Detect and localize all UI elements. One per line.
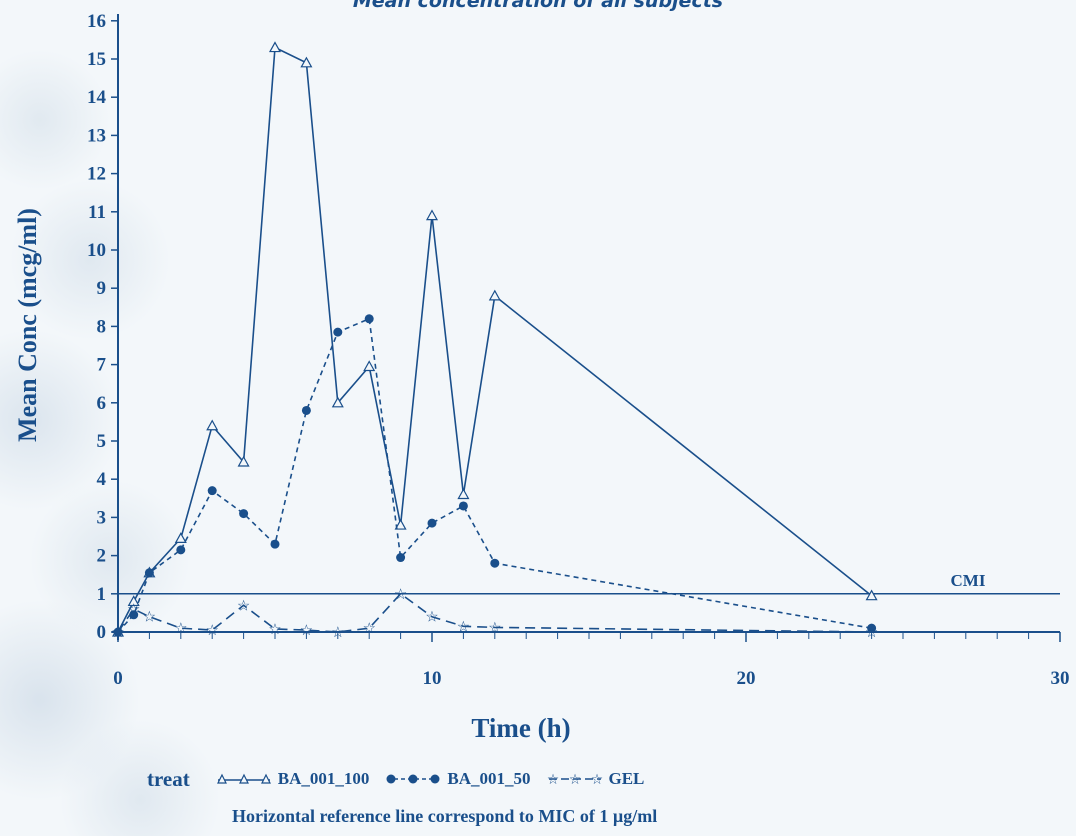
data-point-triangle xyxy=(488,289,501,301)
data-point-circle xyxy=(490,558,500,568)
series-line-gel xyxy=(117,592,872,633)
legend: treat BA_001_100 BA_001_50 ☆ ☆ ☆ GEL xyxy=(147,766,660,792)
data-point-circle xyxy=(176,545,186,555)
svg-text:☆: ☆ xyxy=(568,772,581,786)
data-point-triangle xyxy=(425,209,439,221)
chart-title: Mean concentration of all subjects xyxy=(352,0,724,12)
y-tick-label: 7 xyxy=(97,355,107,376)
y-tick-label: 16 xyxy=(87,11,106,32)
legend-triangle-marker-icon xyxy=(216,773,271,784)
data-point-star: ☆ xyxy=(488,618,501,636)
y-tick-label: 2 xyxy=(97,546,107,567)
svg-text:☆: ☆ xyxy=(590,772,602,786)
data-point-triangle xyxy=(363,360,376,372)
x-tick-label: 30 xyxy=(1051,668,1070,689)
legend-label-gel: GEL xyxy=(608,769,645,788)
y-tick-label: 0 xyxy=(97,622,107,643)
y-tick-label: 8 xyxy=(97,316,107,337)
data-point-triangle xyxy=(206,419,219,431)
series-line-ba-001-50 xyxy=(117,317,872,633)
data-point-circle xyxy=(301,405,311,415)
x-tick-label: 10 xyxy=(423,668,442,689)
data-point-star: ☆ xyxy=(300,621,313,639)
y-tick-label: 14 xyxy=(87,87,107,108)
y-tick-label: 3 xyxy=(97,507,107,528)
data-point-triangle xyxy=(865,589,878,601)
data-point-star: ☆ xyxy=(268,620,281,638)
data-point-circle xyxy=(396,553,406,563)
legend-star-marker-icon: ☆ ☆ ☆ xyxy=(547,772,603,786)
data-point-triangle xyxy=(174,532,187,544)
background-decoration xyxy=(0,0,260,836)
data-point-triangle xyxy=(394,518,407,530)
data-point-triangle xyxy=(127,595,140,607)
data-point-star: ☆ xyxy=(127,600,140,618)
y-axis-label: Mean Conc (mcg/ml) xyxy=(13,208,42,442)
y-tick-label: 13 xyxy=(87,125,106,146)
data-point-star: ☆ xyxy=(331,623,344,641)
data-point-triangle xyxy=(268,41,282,53)
data-point-star: ☆ xyxy=(457,617,470,635)
data-point-star: ☆ xyxy=(143,608,156,626)
data-point-star: ☆ xyxy=(425,608,438,626)
x-tick-label: 20 xyxy=(737,668,756,689)
data-point-star: ☆ xyxy=(394,585,407,603)
y-tick-label: 5 xyxy=(97,431,107,452)
data-point-circle xyxy=(867,623,877,633)
data-point-circle xyxy=(458,501,468,511)
data-point-circle xyxy=(427,518,437,528)
data-point-star: ☆ xyxy=(111,623,124,641)
reference-line-label: CMI xyxy=(951,571,986,590)
data-point-triangle xyxy=(237,455,250,467)
y-tick-label: 10 xyxy=(87,240,106,261)
legend-title: treat xyxy=(147,766,190,791)
y-tick-label: 1 xyxy=(97,584,107,605)
data-point-circle xyxy=(207,486,217,496)
y-tick-label: 9 xyxy=(97,278,107,299)
legend-entry-gel: ☆ ☆ ☆ GEL xyxy=(547,769,645,789)
data-point-circle xyxy=(270,539,280,549)
legend-circle-marker-icon xyxy=(386,774,440,784)
footnote: Horizontal reference line correspond to … xyxy=(232,806,658,826)
legend-entry-ba-001-50: BA_001_50 xyxy=(385,769,531,789)
data-point-triangle xyxy=(300,56,313,68)
y-tick-label: 4 xyxy=(97,469,107,490)
x-axis-label: Time (h) xyxy=(471,713,571,743)
legend-entry-ba-001-100: BA_001_100 xyxy=(216,769,370,789)
data-point-star: ☆ xyxy=(174,619,187,637)
data-point-star: ☆ xyxy=(362,619,375,637)
data-point-circle xyxy=(239,509,249,519)
data-point-star: ☆ xyxy=(205,621,218,639)
y-tick-label: 15 xyxy=(87,49,106,70)
data-point-circle xyxy=(364,314,374,324)
data-point-circle xyxy=(333,327,343,337)
data-point-circle xyxy=(144,568,154,578)
series-line-ba-001-100 xyxy=(117,46,873,633)
y-tick-label: 12 xyxy=(87,164,106,185)
svg-text:☆: ☆ xyxy=(547,772,559,786)
y-tick-label: 6 xyxy=(97,393,107,414)
data-point-triangle xyxy=(457,488,470,500)
data-point-triangle xyxy=(331,396,344,408)
y-tick-label: 11 xyxy=(88,202,106,223)
data-point-star: ☆ xyxy=(237,596,250,614)
data-point-star: ☆ xyxy=(865,623,878,641)
legend-label-ba-001-100: BA_001_100 xyxy=(277,769,370,788)
x-tick-label: 0 xyxy=(113,668,123,689)
legend-label-ba-001-50: BA_001_50 xyxy=(447,769,531,788)
